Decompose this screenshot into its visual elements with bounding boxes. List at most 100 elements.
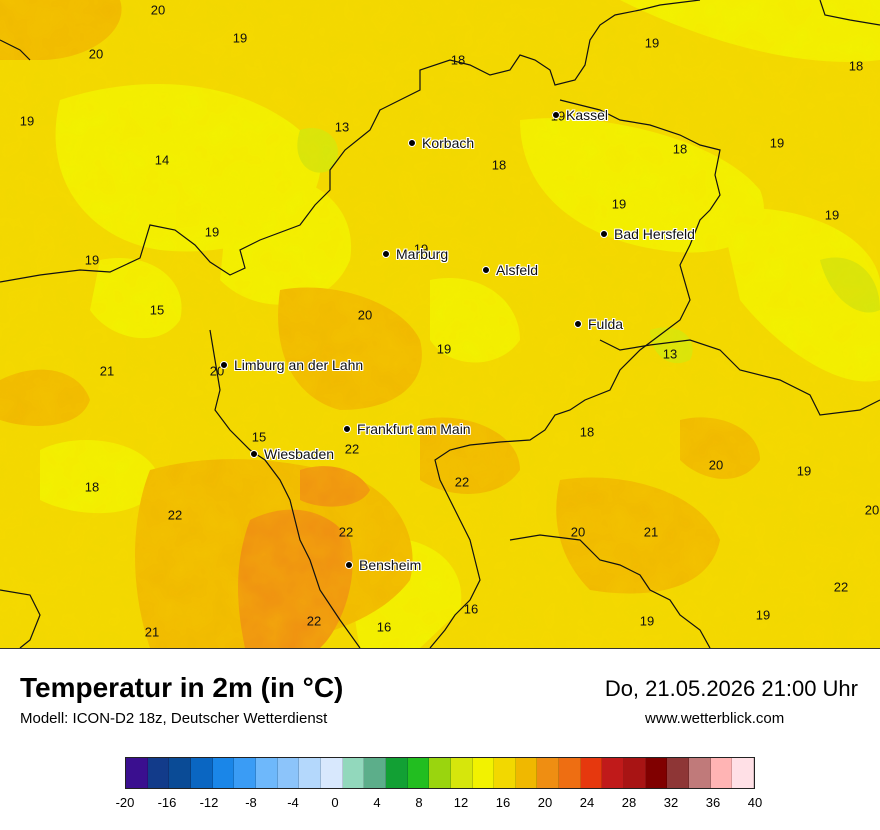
city-marker-icon	[552, 111, 560, 119]
legend-tick-label: 20	[537, 795, 553, 810]
value-label: 19	[204, 224, 220, 240]
value-label: 21	[144, 624, 160, 640]
legend-tick-label: 24	[579, 795, 595, 810]
city-limburg: Limburg an der Lahn	[220, 357, 363, 373]
city-marker-icon	[220, 361, 228, 369]
value-label: 14	[154, 152, 170, 168]
value-label: 18	[84, 479, 100, 495]
city-marker-icon	[574, 320, 582, 328]
city-frankfurt: Frankfurt am Main	[343, 421, 471, 437]
legend-swatch	[472, 758, 495, 788]
value-label: 19	[611, 196, 627, 212]
state-borders	[0, 0, 880, 648]
value-label: 19	[639, 613, 655, 629]
legend-swatch	[667, 758, 690, 788]
legend-swatch	[689, 758, 711, 788]
legend-swatch	[147, 758, 170, 788]
value-label: 20	[864, 502, 880, 518]
model-info: Modell: ICON-D2 18z, Deutscher Wetterdie…	[20, 710, 328, 727]
city-name: Kassel	[566, 107, 609, 123]
city-name: Bad Hersfeld	[614, 226, 695, 242]
legend-tick-label: -12	[199, 795, 219, 810]
legend-swatch	[385, 758, 408, 788]
value-label: 19	[769, 135, 785, 151]
city-wiesbaden: Wiesbaden	[250, 446, 334, 462]
legend-swatch	[515, 758, 538, 788]
legend-swatch	[602, 758, 625, 788]
value-label: 19	[644, 35, 660, 51]
value-label: 18	[848, 58, 864, 74]
legend-swatch	[624, 758, 646, 788]
map-title: Temperatur in 2m (in °C)	[20, 672, 344, 703]
city-marker-icon	[408, 139, 416, 147]
value-label: 19	[232, 30, 248, 46]
legend-swatch	[255, 758, 278, 788]
legend-swatch	[580, 758, 603, 788]
legend-swatch	[407, 758, 430, 788]
value-label: 19	[436, 341, 452, 357]
city-alsfeld: Alsfeld	[482, 262, 538, 278]
value-label: 19	[755, 607, 771, 623]
legend-swatch	[190, 758, 213, 788]
legend-tick-label: 4	[373, 795, 381, 810]
legend-tick-label: 0	[331, 795, 339, 810]
city-name: Limburg an der Lahn	[234, 357, 364, 373]
value-label: 20	[570, 524, 586, 540]
legend-tick-label: 12	[453, 795, 469, 810]
value-label: 21	[643, 524, 659, 540]
value-label: 15	[149, 302, 165, 318]
value-label: 20	[708, 457, 724, 473]
value-label: 22	[344, 441, 360, 457]
legend-swatch	[320, 758, 343, 788]
forecast-datetime: Do, 21.05.2026 21:00 Uhr	[604, 676, 858, 701]
temperature-map: 20 19 20 18 19 18 19 13 18 14 19 18 19 1…	[0, 0, 880, 649]
legend-swatch	[169, 758, 191, 788]
map-field	[0, 0, 880, 648]
legend-swatch	[429, 758, 451, 788]
city-marker-icon	[600, 230, 608, 238]
city-kassel: Kassel	[552, 107, 608, 123]
value-label: 16	[376, 619, 392, 635]
value-label: 21	[99, 363, 115, 379]
legend-tick-label: -8	[245, 795, 257, 810]
legend-swatch	[364, 758, 386, 788]
legend-tick-label: 16	[495, 795, 511, 810]
value-label: 16	[463, 601, 479, 617]
legend-swatch	[126, 758, 148, 788]
legend-swatch	[234, 758, 256, 788]
legend-tick-label: -20	[115, 795, 135, 810]
legend-tick-label: -16	[157, 795, 177, 810]
value-label: 18	[672, 141, 688, 157]
city-marburg: Marburg	[382, 246, 448, 262]
color-legend-ticks: -20 -16 -12 -8 -4 0 4 8 12 16 20 24 28 32 36 40	[116, 795, 763, 813]
value-label: 22	[167, 507, 183, 523]
city-name: Fulda	[588, 316, 624, 332]
website-link[interactable]: www.wetterblick.com	[645, 710, 785, 727]
value-label: 22	[306, 613, 322, 629]
legend-swatch	[537, 758, 560, 788]
value-label: 19	[413, 241, 429, 257]
value-label: 20	[357, 307, 373, 323]
city-bad-hersfeld: Bad Hersfeld	[600, 226, 695, 242]
value-label: 20	[88, 46, 104, 62]
value-label: 13	[662, 346, 678, 362]
city-name: Marburg	[396, 246, 449, 262]
city-fulda: Fulda	[574, 316, 623, 332]
value-label: 22	[338, 524, 354, 540]
legend-swatch	[732, 758, 755, 788]
city-marker-icon	[382, 250, 390, 258]
city-marker-icon	[343, 425, 351, 433]
value-label: 19	[796, 463, 812, 479]
legend-swatch	[277, 758, 300, 788]
legend-swatch	[342, 758, 365, 788]
legend-swatch	[645, 758, 668, 788]
value-label: 18	[579, 424, 595, 440]
legend-tick-label: 32	[663, 795, 679, 810]
color-legend	[125, 757, 755, 789]
legend-swatch	[710, 758, 733, 788]
legend-swatch	[299, 758, 321, 788]
value-label: 15	[251, 429, 267, 445]
city-name: Frankfurt am Main	[357, 421, 471, 437]
value-label: 20	[150, 2, 166, 18]
city-marker-icon	[250, 450, 258, 458]
